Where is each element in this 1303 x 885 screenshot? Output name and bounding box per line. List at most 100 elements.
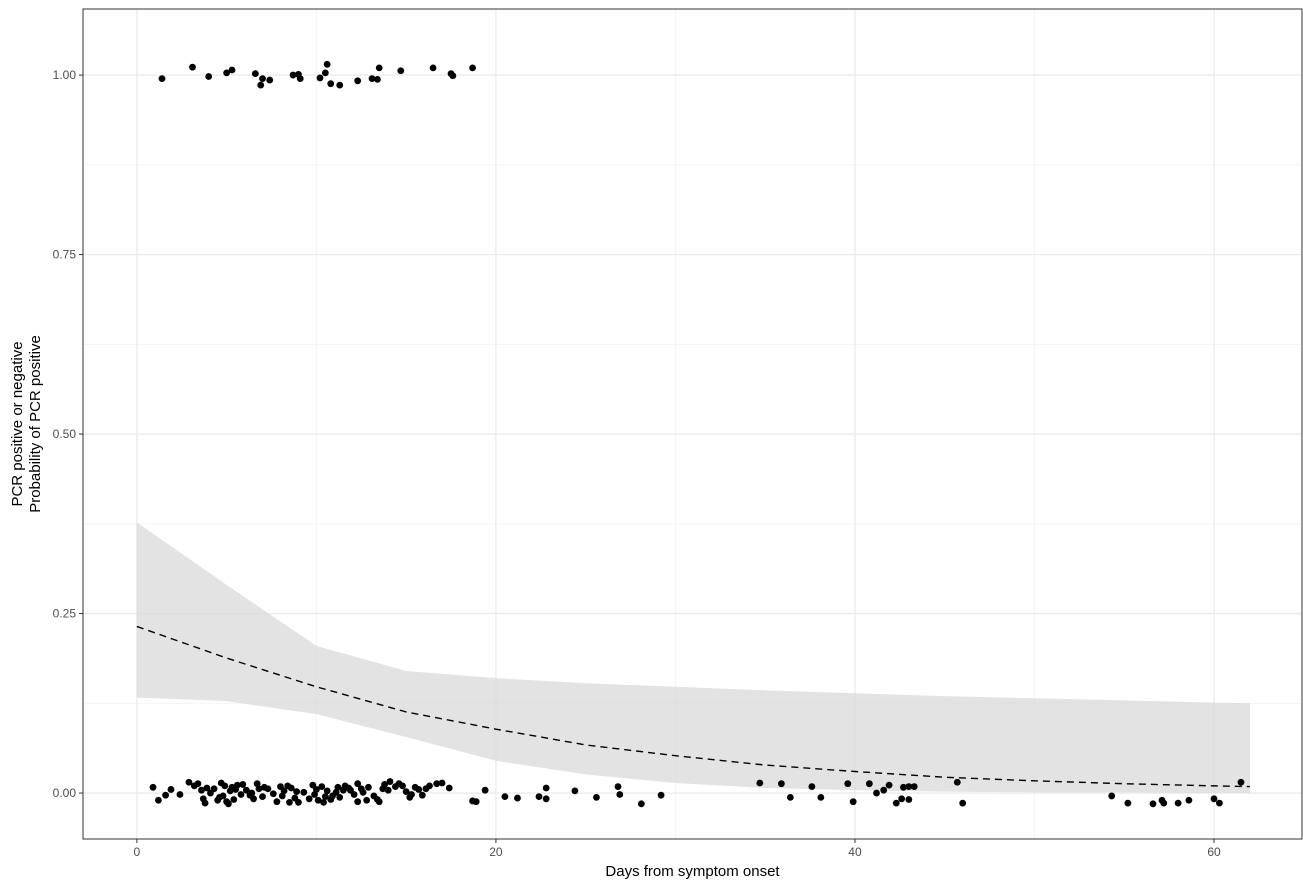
data-point-outcome-0 xyxy=(155,796,162,804)
data-point-outcome-0 xyxy=(354,780,362,788)
data-point-outcome-0 xyxy=(203,784,211,792)
data-point-outcome-1 xyxy=(368,75,376,83)
x-tick-label: 60 xyxy=(1207,845,1221,859)
data-point-outcome-0 xyxy=(336,793,344,801)
data-point-outcome-0 xyxy=(255,785,263,793)
data-point-outcome-0 xyxy=(501,793,509,801)
fit-line xyxy=(136,625,1250,788)
data-point-outcome-0 xyxy=(233,781,241,789)
data-point-outcome-1 xyxy=(397,67,405,75)
data-point-outcome-0 xyxy=(959,799,967,807)
data-point-outcome-0 xyxy=(321,793,329,801)
y-axis-title-line-1: PCR positive or negative xyxy=(9,341,26,506)
data-point-outcome-0 xyxy=(230,796,238,803)
data-point-outcome-0 xyxy=(259,793,266,801)
y-axis-title-line-2: Probability of PCR positive xyxy=(27,335,44,513)
data-point-outcome-0 xyxy=(386,778,394,785)
data-point-outcome-1 xyxy=(321,69,329,77)
y-tick-label: 0.25 xyxy=(53,607,77,621)
data-point-outcome-0 xyxy=(312,786,320,793)
points-layer xyxy=(149,60,1245,808)
data-point-outcome-1 xyxy=(316,74,324,82)
data-point-outcome-0 xyxy=(756,779,764,787)
data-point-outcome-0 xyxy=(269,790,277,798)
data-point-outcome-0 xyxy=(910,783,918,790)
data-point-outcome-0 xyxy=(250,795,257,803)
data-point-outcome-0 xyxy=(905,796,913,803)
data-point-outcome-0 xyxy=(844,780,852,788)
data-point-outcome-0 xyxy=(1237,778,1245,786)
data-point-outcome-0 xyxy=(149,783,157,791)
data-point-outcome-0 xyxy=(535,793,543,801)
data-point-outcome-0 xyxy=(849,798,857,806)
data-point-outcome-0 xyxy=(237,791,245,798)
data-point-outcome-1 xyxy=(158,75,166,83)
data-point-outcome-0 xyxy=(514,794,521,802)
data-point-outcome-0 xyxy=(593,793,600,801)
data-point-outcome-0 xyxy=(445,784,453,792)
data-point-outcome-1 xyxy=(469,64,476,72)
data-point-outcome-0 xyxy=(264,785,272,793)
data-point-outcome-0 xyxy=(433,780,441,788)
data-point-outcome-0 xyxy=(616,791,624,798)
data-point-outcome-0 xyxy=(1210,795,1218,803)
y-tick-label: 0.50 xyxy=(53,427,77,441)
data-point-outcome-0 xyxy=(198,786,205,794)
data-point-outcome-0 xyxy=(194,780,202,788)
data-point-outcome-1 xyxy=(257,81,265,89)
data-point-outcome-0 xyxy=(399,782,406,790)
data-point-outcome-0 xyxy=(472,798,480,806)
data-point-outcome-0 xyxy=(176,791,184,798)
data-point-outcome-0 xyxy=(225,800,232,808)
data-point-outcome-0 xyxy=(408,791,415,798)
data-point-outcome-0 xyxy=(334,783,342,791)
confidence-band xyxy=(136,522,1250,794)
data-point-outcome-1 xyxy=(289,71,297,79)
data-point-outcome-0 xyxy=(201,799,209,807)
data-point-outcome-1 xyxy=(327,80,335,88)
data-point-outcome-0 xyxy=(293,788,301,796)
data-point-outcome-0 xyxy=(210,785,218,793)
data-point-outcome-0 xyxy=(305,795,313,803)
data-point-outcome-0 xyxy=(402,788,410,796)
data-point-outcome-0 xyxy=(777,780,785,788)
data-point-outcome-0 xyxy=(898,795,906,803)
data-point-outcome-0 xyxy=(320,798,327,806)
data-point-outcome-0 xyxy=(221,782,229,790)
data-point-outcome-1 xyxy=(223,69,231,77)
fit-line-layer xyxy=(136,625,1250,788)
data-point-outcome-0 xyxy=(438,779,446,787)
data-point-outcome-1 xyxy=(323,60,331,68)
data-point-outcome-0 xyxy=(415,786,423,793)
data-point-outcome-0 xyxy=(892,799,900,807)
data-point-outcome-0 xyxy=(350,791,358,798)
panel-border xyxy=(82,8,1303,840)
data-point-outcome-0 xyxy=(426,782,433,790)
data-point-outcome-0 xyxy=(905,783,913,790)
data-point-outcome-0 xyxy=(295,798,302,806)
data-point-outcome-0 xyxy=(273,798,281,806)
data-point-outcome-0 xyxy=(381,781,389,788)
x-tick-label: 0 xyxy=(134,845,141,859)
data-point-outcome-0 xyxy=(375,798,383,806)
y-tick-label: 0.00 xyxy=(53,786,77,800)
data-point-outcome-1 xyxy=(228,66,236,74)
data-point-outcome-0 xyxy=(865,780,873,788)
data-point-outcome-1 xyxy=(259,75,266,83)
data-point-outcome-0 xyxy=(873,789,880,797)
data-point-outcome-1 xyxy=(374,75,381,83)
data-point-outcome-0 xyxy=(1216,799,1223,807)
data-point-outcome-0 xyxy=(614,783,622,790)
data-point-outcome-0 xyxy=(162,791,169,799)
data-point-outcome-0 xyxy=(900,783,907,791)
data-point-outcome-1 xyxy=(354,77,362,85)
data-point-outcome-0 xyxy=(542,795,550,803)
data-point-outcome-0 xyxy=(808,783,816,790)
data-point-outcome-0 xyxy=(384,786,392,794)
x-axis: 0 20 40 60 xyxy=(134,839,1221,859)
data-point-outcome-0 xyxy=(314,796,322,804)
data-point-outcome-0 xyxy=(286,798,293,806)
data-point-outcome-1 xyxy=(205,73,213,80)
